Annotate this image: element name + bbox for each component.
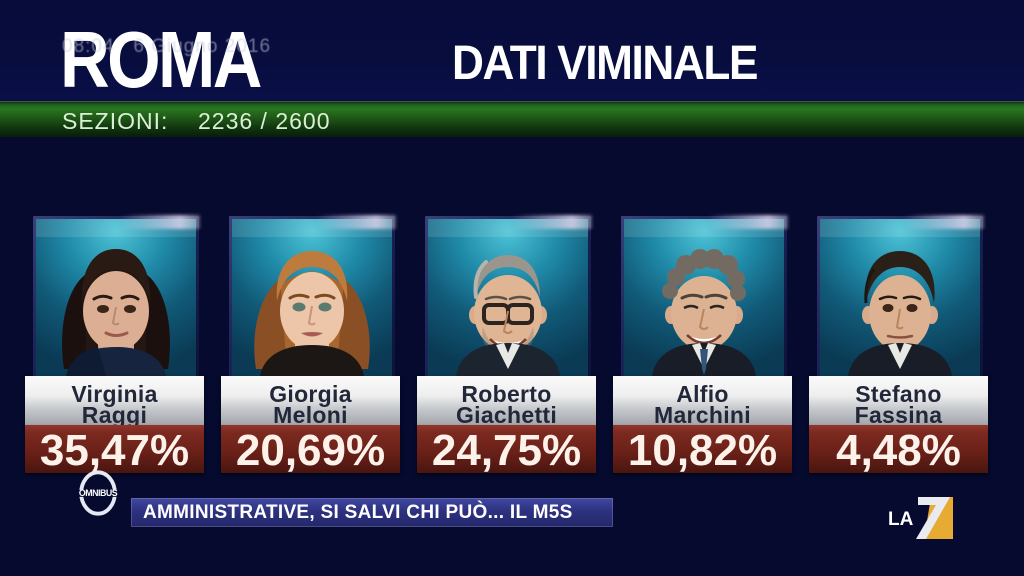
svg-text:LA: LA	[888, 509, 914, 530]
svg-text:OMNIBUS: OMNIBUS	[79, 488, 118, 498]
